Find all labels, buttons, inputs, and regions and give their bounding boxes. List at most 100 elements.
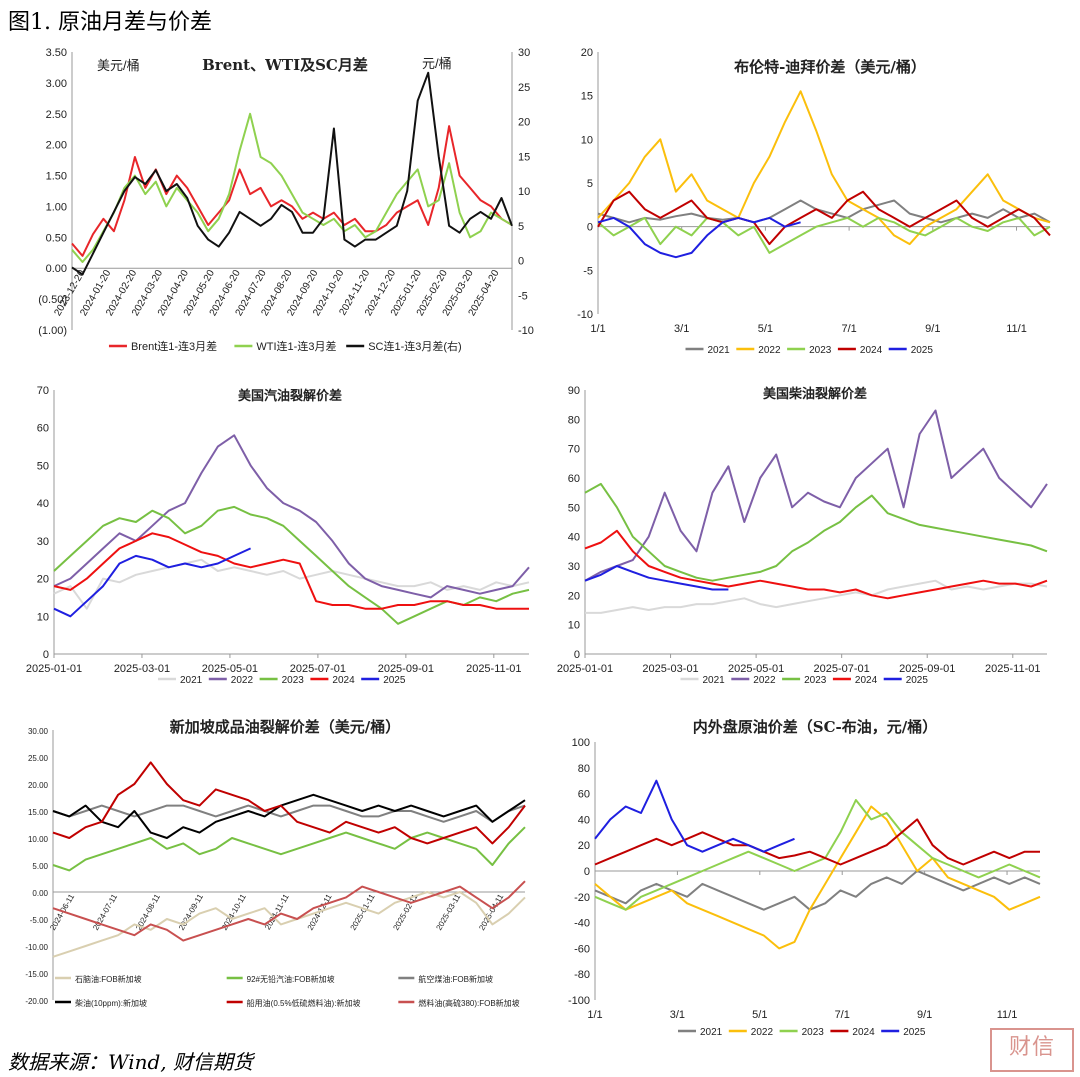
legend-label: 燃料油(高硫380):FOB新加坡 (418, 998, 519, 1008)
series-line-2025 (597, 216, 801, 259)
y-tick-label: 30 (568, 561, 580, 573)
legend-label: 2025 (903, 1027, 926, 1038)
x-tick-label: 2025-01-01 (26, 663, 82, 675)
y-tick-label: 15.00 (28, 808, 49, 817)
chart-singapore-crack: 新加坡成品油裂解价差（美元/桶） 30.00 25.00 20.00 15.00 10.0… (25, 718, 526, 1008)
x-tick-label: 2025-05-01 (202, 663, 258, 675)
legend-label: 92#无铅汽油:FOB新加坡 (247, 974, 335, 984)
y-tick-label: 50 (568, 502, 580, 514)
y-tick-label: 0.50 (46, 232, 67, 244)
legend-label: 2025 (383, 675, 406, 686)
right-unit-label: 元/桶 (422, 56, 452, 71)
x-tick-label: 9/1 (925, 323, 940, 335)
legend-label: 柴油(10ppm):新加坡 (75, 998, 147, 1008)
x-tick-label: 2024-10-11 (220, 892, 248, 932)
legend-label: 2021 (708, 345, 731, 356)
legend-label: 2024 (860, 345, 883, 356)
legend-label: 2023 (282, 675, 305, 686)
y-tick-label: 80 (568, 414, 580, 426)
series-line-2022 (584, 409, 1048, 582)
series-line-2021 (585, 579, 1048, 614)
series-line-2021 (594, 870, 1041, 911)
legend-label: 2023 (809, 345, 832, 356)
legend-label: 2025 (906, 675, 929, 686)
x-tick-label: 11/1 (1006, 323, 1027, 335)
chart-title: 内外盘原油价差（SC-布油，元/桶） (693, 718, 937, 736)
y-tick-label: 2.00 (46, 140, 67, 152)
series-line-Brent-1-3- (71, 125, 513, 257)
series-line--10ppm- (52, 793, 526, 839)
y-tick-label: 25.00 (28, 754, 49, 763)
x-tick-label: 2025-01-01 (557, 663, 613, 675)
y-tick-label: 0 (584, 866, 590, 878)
series-line-2024 (53, 532, 529, 610)
x-tick-label: 2025-03-11 (434, 892, 462, 932)
y-tick-label: 20 (568, 590, 580, 602)
y-tick-label: 0 (43, 649, 49, 661)
y-tick-label: -80 (574, 969, 590, 981)
y-tick-label: 0.00 (46, 263, 67, 275)
chart-us-gasoline-crack: 美国汽油裂解价差 70 60 50 40 30 20 10 0 2025-01-01 2025-03… (26, 385, 530, 686)
y-tick-label: -20.00 (25, 997, 48, 1006)
y-tick-label: -40 (574, 918, 590, 930)
x-tick-label: 11/1 (997, 1009, 1018, 1021)
y-tick-label: 50 (37, 460, 49, 472)
chart-title: 新加坡成品油裂解价差（美元/桶） (170, 718, 400, 736)
y-right-tick-label: 25 (518, 82, 530, 94)
logo-stamp: 财信 (990, 1028, 1074, 1072)
legend-label: 2023 (802, 1027, 825, 1038)
y-tick-label: 30 (37, 536, 49, 548)
x-tick-label: 1/1 (590, 323, 605, 335)
legend-label: 2021 (180, 675, 203, 686)
chart-title: Brent、WTI及SC月差 (202, 56, 368, 74)
chart-sc-brent-spread: 内外盘原油价差（SC-布油，元/桶） 100 80 60 40 20 0 -20 -40 -60 -… (568, 718, 1041, 1038)
chart-brent-wti-sc-spread: Brent、WTI及SC月差 3.50 3.00 2.50 2.00 1.50 1.00 0.… (38, 47, 534, 353)
x-tick-label: 2025-11-01 (466, 663, 521, 675)
x-tick-label: 5/1 (752, 1009, 767, 1021)
y-tick-label: 10 (568, 620, 580, 632)
y-tick-label: 60 (37, 423, 49, 435)
y-tick-label: 15 (581, 91, 593, 103)
legend-label: 2022 (231, 675, 254, 686)
chart-title: 美国柴油裂解价差 (763, 386, 867, 402)
y-tick-label: -5.00 (30, 916, 49, 925)
series-line-2025 (584, 565, 729, 591)
legend-label: 2022 (758, 345, 781, 356)
y-tick-label: 30.00 (28, 727, 49, 736)
y-right-tick-label: 15 (518, 151, 530, 163)
y-tick-label: 70 (568, 444, 580, 456)
y-right-tick-label: -5 (518, 290, 528, 302)
legend-label: Brent连1-连3月差 (131, 339, 217, 353)
y-tick-label: -10.00 (25, 943, 48, 952)
x-tick-label: 7/1 (841, 323, 856, 335)
y-right-tick-label: -10 (518, 325, 534, 337)
y-tick-label: 3.00 (46, 78, 67, 90)
y-tick-label: -10 (577, 309, 593, 321)
x-tick-label: 3/1 (674, 323, 689, 335)
y-right-tick-label: 30 (518, 47, 530, 59)
x-tick-label: 1/1 (587, 1009, 602, 1021)
y-right-tick-label: 10 (518, 186, 530, 198)
series-line--0-5- (52, 761, 526, 845)
y-right-tick-label: 5 (518, 221, 524, 233)
series-line-2024 (584, 529, 1048, 600)
x-tick-label: 2025-03-01 (114, 663, 170, 675)
y-tick-label: 20.00 (28, 781, 49, 790)
x-tick-label: 5/1 (758, 323, 773, 335)
y-tick-label: 90 (568, 385, 580, 397)
legend-label: 2021 (703, 675, 726, 686)
y-tick-label: 0 (574, 649, 580, 661)
x-tick-label: 2025-11-01 (985, 663, 1040, 675)
y-tick-label: -100 (568, 995, 590, 1007)
series-line-SC-1-3- (71, 71, 513, 276)
legend-label: 2024 (852, 1027, 875, 1038)
chart-title: 布伦特-迪拜价差（美元/桶） (734, 58, 926, 76)
y-tick-label: 20 (578, 840, 590, 852)
y-tick-label: 40 (568, 532, 580, 544)
series-line-WTI-1-3- (71, 112, 513, 263)
series-line-2023 (53, 505, 530, 625)
x-tick-label: 2025-05-01 (728, 663, 784, 675)
x-tick-label: 2025-07-01 (814, 663, 870, 675)
chart-us-diesel-crack: 美国柴油裂解价差 90 80 70 60 50 40 30 20 10 0 2025-01-01 202… (557, 385, 1048, 686)
series-line-2021 (597, 199, 1051, 224)
